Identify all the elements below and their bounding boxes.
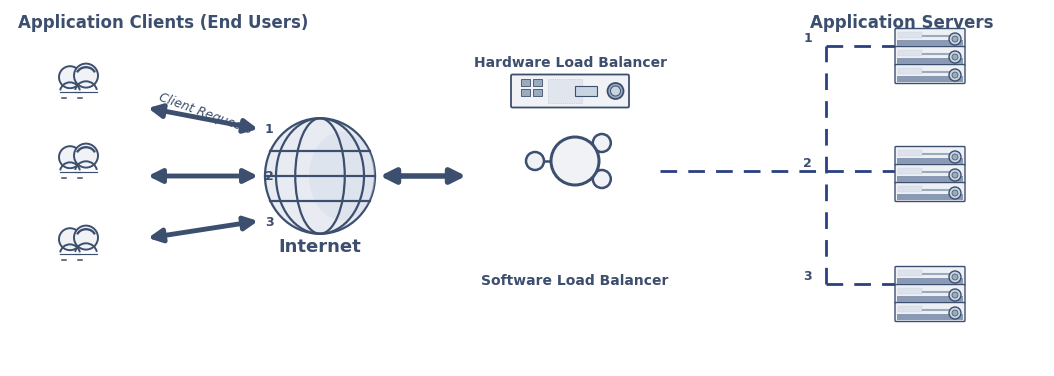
Circle shape <box>74 226 98 250</box>
Circle shape <box>607 83 624 99</box>
Circle shape <box>949 169 961 181</box>
Bar <box>897 314 963 320</box>
Text: Application Clients (End Users): Application Clients (End Users) <box>18 14 309 32</box>
Circle shape <box>952 154 958 160</box>
Ellipse shape <box>309 132 375 220</box>
Circle shape <box>592 134 611 152</box>
Text: 3: 3 <box>803 270 812 283</box>
Circle shape <box>949 51 961 63</box>
Bar <box>532 89 542 96</box>
FancyBboxPatch shape <box>895 165 965 183</box>
FancyBboxPatch shape <box>895 285 965 303</box>
Circle shape <box>949 271 961 283</box>
Bar <box>898 32 922 38</box>
Circle shape <box>952 190 958 196</box>
Text: 2: 2 <box>265 170 274 183</box>
Bar <box>547 79 582 103</box>
Bar <box>897 39 963 45</box>
Text: Hardware Load Balancer: Hardware Load Balancer <box>473 56 666 70</box>
Bar <box>521 79 529 86</box>
FancyBboxPatch shape <box>895 147 965 165</box>
Circle shape <box>592 170 611 188</box>
Text: 1: 1 <box>803 32 812 45</box>
Bar <box>898 50 922 56</box>
Circle shape <box>949 289 961 301</box>
Circle shape <box>952 274 958 280</box>
FancyBboxPatch shape <box>895 303 965 321</box>
Circle shape <box>610 86 621 96</box>
FancyBboxPatch shape <box>511 74 629 108</box>
FancyBboxPatch shape <box>895 65 965 83</box>
Bar <box>897 158 963 164</box>
FancyBboxPatch shape <box>895 267 965 285</box>
Circle shape <box>551 137 599 185</box>
FancyBboxPatch shape <box>895 182 965 202</box>
Bar <box>897 176 963 182</box>
Bar <box>897 277 963 284</box>
Circle shape <box>949 69 961 81</box>
Text: 2: 2 <box>803 157 812 170</box>
Circle shape <box>949 33 961 45</box>
Ellipse shape <box>265 118 375 234</box>
Bar <box>898 167 922 174</box>
Bar <box>898 185 922 192</box>
Bar <box>897 76 963 82</box>
Text: 1: 1 <box>265 123 274 136</box>
Circle shape <box>59 228 81 250</box>
FancyBboxPatch shape <box>895 29 965 47</box>
Circle shape <box>59 146 81 168</box>
Bar <box>897 58 963 64</box>
Circle shape <box>526 152 544 170</box>
Bar <box>897 194 963 200</box>
Circle shape <box>952 292 958 298</box>
Bar <box>575 86 597 96</box>
Text: Client Requests: Client Requests <box>157 91 253 137</box>
Text: 3: 3 <box>265 216 274 229</box>
Circle shape <box>952 72 958 78</box>
Bar <box>521 89 529 96</box>
Circle shape <box>59 66 81 88</box>
Bar <box>897 296 963 302</box>
Circle shape <box>74 64 98 88</box>
Circle shape <box>952 54 958 60</box>
Bar <box>532 79 542 86</box>
Bar <box>898 305 922 312</box>
Circle shape <box>952 172 958 178</box>
Bar <box>898 68 922 74</box>
Circle shape <box>949 151 961 163</box>
Text: Internet: Internet <box>278 238 362 256</box>
Circle shape <box>952 36 958 42</box>
Bar <box>898 150 922 156</box>
Circle shape <box>74 144 98 168</box>
Text: Software Load Balancer: Software Load Balancer <box>482 274 668 288</box>
Circle shape <box>949 307 961 319</box>
Circle shape <box>952 310 958 316</box>
Circle shape <box>949 187 961 199</box>
FancyBboxPatch shape <box>895 47 965 65</box>
Bar <box>898 288 922 294</box>
Text: Application Servers: Application Servers <box>811 14 994 32</box>
Bar <box>898 270 922 276</box>
